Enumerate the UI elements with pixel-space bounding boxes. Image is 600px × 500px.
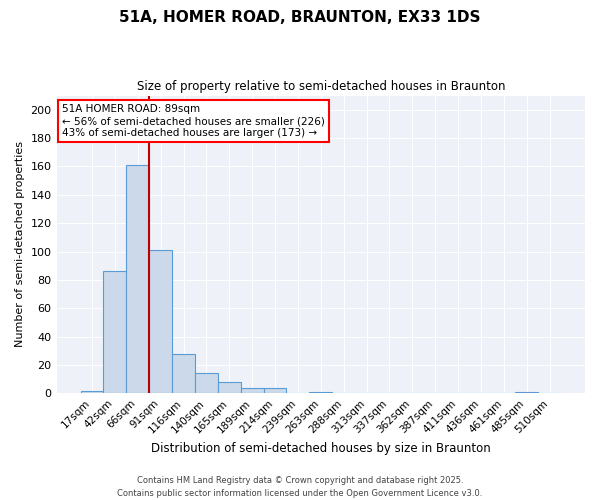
- Bar: [241, 388, 263, 394]
- Text: 51A HOMER ROAD: 89sqm
← 56% of semi-detached houses are smaller (226)
43% of sem: 51A HOMER ROAD: 89sqm ← 56% of semi-deta…: [62, 104, 325, 138]
- Bar: [80, 390, 103, 394]
- Title: Size of property relative to semi-detached houses in Braunton: Size of property relative to semi-detach…: [137, 80, 505, 93]
- Bar: [310, 392, 332, 394]
- Bar: [218, 382, 241, 394]
- X-axis label: Distribution of semi-detached houses by size in Braunton: Distribution of semi-detached houses by …: [151, 442, 491, 455]
- Bar: [172, 354, 195, 394]
- Text: Contains HM Land Registry data © Crown copyright and database right 2025.
Contai: Contains HM Land Registry data © Crown c…: [118, 476, 482, 498]
- Bar: [263, 388, 286, 394]
- Bar: [149, 250, 172, 394]
- Y-axis label: Number of semi-detached properties: Number of semi-detached properties: [15, 142, 25, 348]
- Bar: [103, 272, 127, 394]
- Text: 51A, HOMER ROAD, BRAUNTON, EX33 1DS: 51A, HOMER ROAD, BRAUNTON, EX33 1DS: [119, 10, 481, 25]
- Bar: [515, 392, 538, 394]
- Bar: [195, 374, 218, 394]
- Bar: [127, 165, 149, 394]
